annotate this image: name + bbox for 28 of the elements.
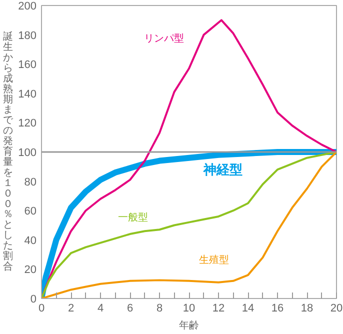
y-tick-label: 200	[18, 0, 37, 12]
x-tick-label: 2	[68, 302, 74, 314]
series-label: 生殖型	[199, 254, 230, 266]
series-label: 一般型	[118, 211, 148, 224]
x-tick-label: 20	[330, 302, 343, 314]
x-tick-label: 10	[182, 302, 196, 314]
y-tick-label: 20	[24, 264, 37, 276]
series-label: リンパ型	[144, 32, 184, 45]
text: 誕生から成熟期までの発育量を１００％とした割合	[3, 32, 14, 272]
y-tick-label: 120	[18, 118, 37, 130]
x-tick-label: 14	[242, 302, 254, 314]
x-tick-label: 6	[126, 302, 134, 314]
y-tick-label: 0	[30, 294, 37, 306]
y-tick-label: 140	[18, 88, 37, 100]
x-tick-label: 0	[38, 302, 45, 314]
x-tick-label: 18	[300, 302, 314, 314]
y-tick-label: 40	[24, 234, 37, 247]
series-label: 神経型	[202, 162, 242, 178]
y-tick-label: 80	[24, 176, 37, 188]
y-tick-label: 60	[24, 206, 37, 218]
x-tick-label: 8	[156, 302, 163, 314]
x-tick-label: 4	[97, 302, 104, 314]
x-tick-label: 16	[271, 302, 284, 314]
y-tick-label: 100	[18, 147, 37, 159]
y-tick-label: 180	[18, 30, 37, 42]
y-tick-label: 160	[18, 59, 37, 72]
x-axis-title: 年齢	[179, 320, 199, 332]
x-tick-label: 12	[212, 302, 225, 314]
